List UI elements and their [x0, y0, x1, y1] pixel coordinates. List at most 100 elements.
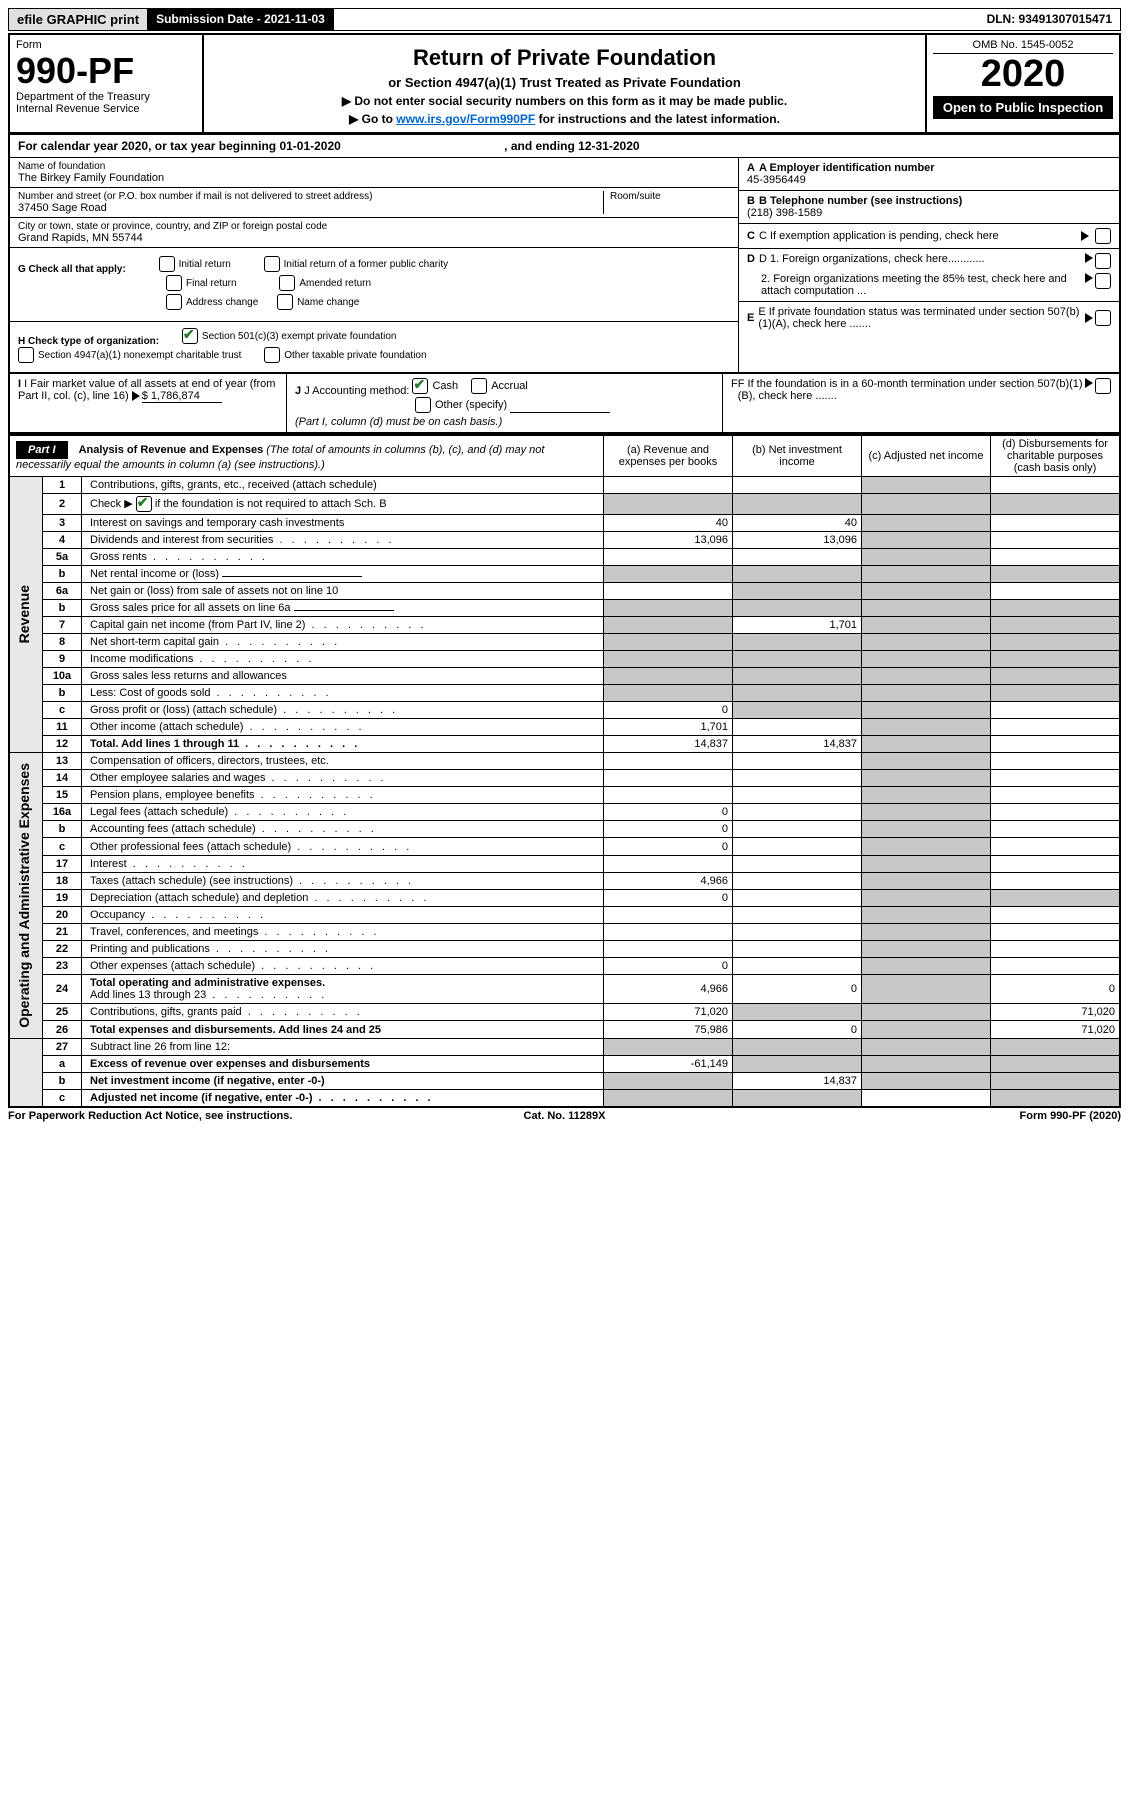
h-label: H Check type of organization: [18, 336, 159, 347]
phone-value: (218) 398-1589 [747, 207, 822, 219]
checkbox-icon [159, 256, 175, 272]
table-row: 10aGross sales less returns and allowanc… [9, 668, 1120, 685]
table-row: 15Pension plans, employee benefits [9, 787, 1120, 804]
form-title: Return of Private Foundation [216, 45, 913, 71]
table-row: 14Other employee salaries and wages [9, 770, 1120, 787]
part1-title: Analysis of Revenue and Expenses [79, 444, 264, 456]
e-cell: EE If private foundation status was term… [739, 302, 1119, 334]
arrow-icon [1085, 273, 1093, 283]
checkbox-icon [166, 275, 182, 291]
h-other[interactable]: Other taxable private foundation [264, 347, 426, 363]
other-line [510, 412, 610, 413]
h-501[interactable]: Section 501(c)(3) exempt private foundat… [182, 328, 397, 344]
table-row: cOther professional fees (attach schedul… [9, 838, 1120, 855]
table-row: Revenue 1 Contributions, gifts, grants, … [9, 477, 1120, 494]
cal-end: , and ending 12-31-2020 [504, 139, 639, 153]
checkbox-icon [277, 294, 293, 310]
irs-link[interactable]: www.irs.gov/Form990PF [396, 112, 535, 126]
table-row: cAdjusted net income (if negative, enter… [9, 1089, 1120, 1107]
j-accrual[interactable]: Accrual [471, 378, 528, 394]
omb-number: OMB No. 1545-0052 [933, 39, 1113, 54]
submission-date: Submission Date - 2021-11-03 [148, 9, 334, 30]
checkbox-icon[interactable] [1095, 310, 1111, 326]
efile-button[interactable]: efile GRAPHIC print [9, 9, 148, 30]
tax-year: 2020 [933, 54, 1113, 96]
j-other[interactable]: Other (specify) [415, 397, 507, 413]
f-cell: FF If the foundation is in a 60-month te… [722, 374, 1119, 432]
checkbox-icon[interactable] [1095, 273, 1111, 289]
table-row: 25Contributions, gifts, grants paid 71,0… [9, 1004, 1120, 1021]
table-row: 2 Check ▶ if the foundation is not requi… [9, 494, 1120, 515]
checkbox-checked-icon [182, 328, 198, 344]
table-row: 21Travel, conferences, and meetings [9, 923, 1120, 940]
table-row: 27Subtract line 26 from line 12: [9, 1038, 1120, 1055]
h-row: H Check type of organization: Section 50… [10, 322, 738, 372]
col-b-header: (b) Net investment income [733, 435, 862, 477]
part1-header-row: Part I Analysis of Revenue and Expenses … [9, 435, 1120, 477]
foundation-name: The Birkey Family Foundation [18, 172, 730, 184]
page-footer: For Paperwork Reduction Act Notice, see … [8, 1110, 1121, 1122]
arrow-icon [1085, 253, 1093, 263]
cal-begin: For calendar year 2020, or tax year begi… [18, 139, 341, 153]
table-row: bNet rental income or (loss) [9, 566, 1120, 583]
ein-value: 45-3956449 [747, 174, 806, 186]
calendar-year-row: For calendar year 2020, or tax year begi… [8, 135, 1121, 158]
table-row: 7Capital gain net income (from Part IV, … [9, 617, 1120, 634]
checkbox-icon [166, 294, 182, 310]
part1-tab: Part I [16, 441, 68, 459]
part1-table: Part I Analysis of Revenue and Expenses … [8, 434, 1121, 1108]
checkbox-icon[interactable] [1095, 253, 1111, 269]
checkbox-icon[interactable] [1095, 228, 1111, 244]
form-number: 990-PF [16, 53, 196, 89]
g-initial-former[interactable]: Initial return of a former public charit… [264, 256, 449, 272]
g-final[interactable]: Final return [166, 275, 237, 291]
g-amended[interactable]: Amended return [279, 275, 371, 291]
d2-label: 2. Foreign organizations meeting the 85%… [761, 273, 1085, 297]
g-row: G Check all that apply: Initial return I… [10, 248, 738, 322]
j-cell: J J Accounting method: Cash Accrual Othe… [286, 374, 722, 432]
instr-2-post: for instructions and the latest informat… [535, 112, 780, 126]
top-bar: efile GRAPHIC print Submission Date - 20… [8, 8, 1121, 31]
table-row: 17Interest [9, 855, 1120, 872]
checkbox-checked-icon[interactable] [136, 496, 152, 512]
header-center: Return of Private Foundation or Section … [204, 35, 925, 132]
j-cash[interactable]: Cash [412, 378, 458, 394]
checkbox-icon [264, 256, 280, 272]
h-4947[interactable]: Section 4947(a)(1) nonexempt charitable … [18, 347, 241, 363]
e-label: E If private foundation status was termi… [758, 306, 1085, 330]
header-right: OMB No. 1545-0052 2020 Open to Public In… [925, 35, 1119, 132]
table-row: 23Other expenses (attach schedule) 0 [9, 958, 1120, 975]
instr-2-pre: ▶ Go to [349, 112, 396, 126]
phone-cell: BB Telephone number (see instructions) (… [739, 191, 1119, 224]
checkbox-icon[interactable] [1095, 378, 1111, 394]
checkbox-icon [415, 397, 431, 413]
g-initial[interactable]: Initial return [159, 256, 231, 272]
arrow-icon [1085, 313, 1093, 323]
open-public-badge: Open to Public Inspection [933, 96, 1113, 119]
col-c-header: (c) Adjusted net income [862, 435, 991, 477]
instr-1: ▶ Do not enter social security numbers o… [216, 94, 913, 108]
g-name[interactable]: Name change [277, 294, 359, 310]
table-row: 20Occupancy [9, 906, 1120, 923]
table-row: 12Total. Add lines 1 through 11 14,83714… [9, 736, 1120, 753]
expenses-side: Operating and Administrative Expenses [9, 753, 43, 1039]
arrow-icon [1085, 378, 1093, 388]
table-row: 22Printing and publications [9, 941, 1120, 958]
table-row: 5aGross rents [9, 549, 1120, 566]
entity-right: AA Employer identification number 45-395… [738, 158, 1119, 372]
table-row: aExcess of revenue over expenses and dis… [9, 1055, 1120, 1072]
addr-row: Number and street (or P.O. box number if… [10, 188, 738, 218]
footer-left: For Paperwork Reduction Act Notice, see … [8, 1110, 379, 1122]
table-row: 24Total operating and administrative exp… [9, 975, 1120, 1004]
addr-label: Number and street (or P.O. box number if… [18, 191, 603, 202]
form-subtitle: or Section 4947(a)(1) Trust Treated as P… [216, 75, 913, 90]
col-d-header: (d) Disbursements for charitable purpose… [991, 435, 1121, 477]
header-left: Form 990-PF Department of the Treasury I… [10, 35, 204, 132]
table-row: cGross profit or (loss) (attach schedule… [9, 702, 1120, 719]
blank-line [294, 610, 394, 611]
table-row: Operating and Administrative Expenses 13… [9, 753, 1120, 770]
j-note: (Part I, column (d) must be on cash basi… [295, 416, 502, 428]
table-row: 26Total expenses and disbursements. Add … [9, 1021, 1120, 1038]
col-a-header: (a) Revenue and expenses per books [604, 435, 733, 477]
g-address[interactable]: Address change [166, 294, 258, 310]
